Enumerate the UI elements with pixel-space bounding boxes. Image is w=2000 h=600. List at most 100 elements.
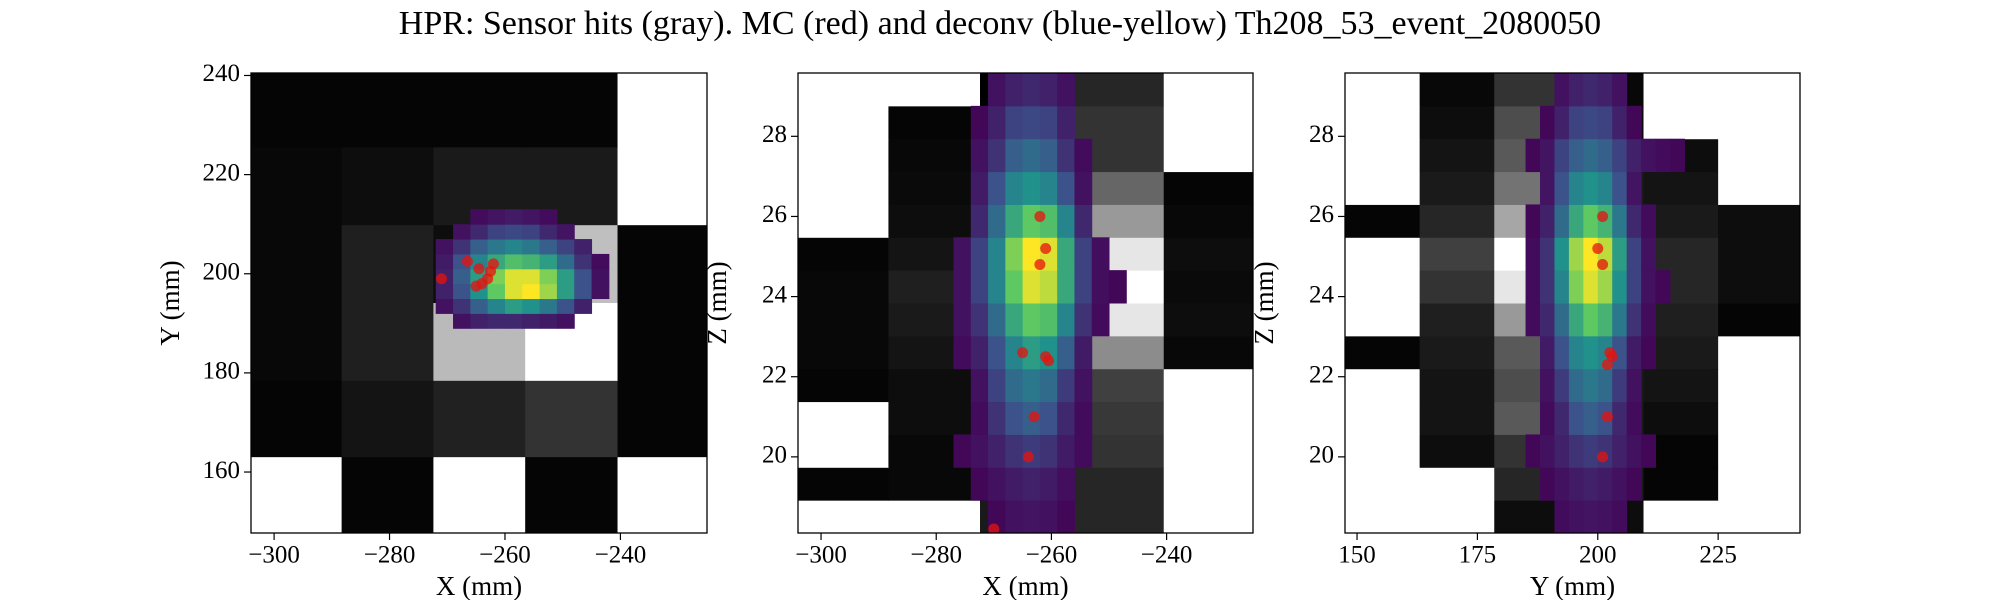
deconv-cell bbox=[1612, 237, 1628, 271]
deconv-cell bbox=[1057, 368, 1075, 403]
deconv-cell bbox=[556, 283, 575, 300]
x-axis-label: X (mm) bbox=[436, 571, 522, 600]
sensor-cell bbox=[1419, 138, 1495, 173]
deconv-cell bbox=[1057, 434, 1075, 468]
deconv-cell bbox=[435, 298, 454, 314]
deconv-cell bbox=[1554, 434, 1570, 468]
deconv-cell bbox=[1626, 401, 1642, 435]
deconv-cell bbox=[1554, 335, 1570, 370]
deconv-cell bbox=[1525, 270, 1541, 304]
deconv-cell bbox=[1540, 335, 1555, 370]
deconv-cell bbox=[539, 283, 558, 300]
x-tick-label: −240 bbox=[1141, 542, 1193, 569]
deconv-cell bbox=[1568, 171, 1584, 205]
sensor-cell bbox=[1163, 303, 1253, 337]
axes-frame bbox=[797, 72, 1254, 534]
deconv-cell bbox=[1641, 204, 1657, 238]
deconv-cell bbox=[1005, 335, 1024, 370]
deconv-cell bbox=[970, 171, 989, 205]
deconv-cell bbox=[1597, 171, 1613, 205]
deconv-cell bbox=[1057, 138, 1075, 173]
deconv-cell bbox=[556, 268, 575, 285]
deconv-cell bbox=[1612, 138, 1628, 173]
deconv-cell bbox=[1612, 204, 1628, 238]
sensor-cell bbox=[1419, 467, 1495, 501]
sensor-cell bbox=[617, 73, 707, 148]
deconv-cell bbox=[1039, 105, 1058, 140]
deconv-cell bbox=[988, 434, 1006, 468]
sensor-cell bbox=[1345, 401, 1421, 435]
deconv-cell bbox=[970, 467, 989, 501]
deconv-cell bbox=[1626, 270, 1642, 304]
sensor-cell bbox=[1419, 434, 1495, 468]
sensor-cell bbox=[1718, 138, 1800, 173]
deconv-cell bbox=[1074, 368, 1093, 403]
deconv-cell bbox=[1039, 401, 1058, 435]
sensor-cell bbox=[1345, 467, 1421, 501]
sensor-cell bbox=[1718, 335, 1800, 370]
sensor-cell bbox=[888, 368, 981, 403]
deconv-cell bbox=[1005, 434, 1024, 468]
deconv-cell bbox=[1525, 237, 1541, 271]
deconv-cell bbox=[1057, 270, 1075, 304]
mc-point bbox=[1017, 347, 1029, 359]
deconv-cell bbox=[1583, 335, 1599, 370]
deconv-cell bbox=[1005, 204, 1024, 238]
plot-area bbox=[1345, 73, 1800, 533]
deconv-cell bbox=[1022, 73, 1041, 107]
sensor-cell bbox=[888, 171, 981, 205]
sensor-cell bbox=[341, 302, 434, 381]
deconv-cell bbox=[1597, 73, 1613, 107]
y-tick-label: 180 bbox=[203, 358, 241, 385]
sensor-cell bbox=[1419, 500, 1495, 533]
deconv-cell bbox=[1583, 138, 1599, 173]
deconv-cell bbox=[1074, 270, 1093, 304]
deconv-cell bbox=[522, 239, 541, 255]
deconv-cell bbox=[1612, 434, 1628, 468]
sensor-cell bbox=[1718, 73, 1800, 107]
sensor-cell bbox=[1345, 204, 1421, 238]
mc-point bbox=[1597, 210, 1609, 222]
sensor-cell bbox=[798, 401, 889, 435]
deconv-cell bbox=[574, 298, 593, 314]
sensor-cell bbox=[1718, 237, 1800, 271]
deconv-cell bbox=[1039, 500, 1058, 533]
mc-point bbox=[1597, 451, 1609, 463]
deconv-cell bbox=[453, 283, 471, 300]
sensor-cell bbox=[1419, 105, 1495, 140]
sensor-cell bbox=[251, 146, 343, 226]
deconv-cell bbox=[1074, 401, 1093, 435]
deconv-cell bbox=[1074, 237, 1093, 271]
mc-point bbox=[1034, 259, 1046, 271]
sensor-cell bbox=[1071, 500, 1165, 533]
y-tick-label: 20 bbox=[1309, 442, 1334, 469]
deconv-cell bbox=[1568, 270, 1584, 304]
deconv-cell bbox=[988, 73, 1006, 107]
deconv-cell bbox=[1005, 500, 1024, 533]
deconv-cell bbox=[539, 253, 558, 270]
sensor-cell bbox=[798, 303, 889, 337]
sensor-cell bbox=[798, 335, 889, 370]
deconv-cell bbox=[1597, 138, 1613, 173]
deconv-cell bbox=[1005, 303, 1024, 337]
y-tick-label: 160 bbox=[203, 457, 241, 484]
deconv-cell bbox=[522, 253, 541, 270]
deconv-cell bbox=[1583, 467, 1599, 501]
sensor-cell bbox=[1071, 105, 1165, 140]
sensor-cell bbox=[1643, 467, 1719, 501]
sensor-cell bbox=[888, 401, 981, 435]
deconv-cell bbox=[970, 138, 989, 173]
deconv-cell bbox=[504, 268, 523, 285]
deconv-cell bbox=[1005, 105, 1024, 140]
sensor-cell bbox=[1718, 401, 1800, 435]
deconv-cell bbox=[1057, 171, 1075, 205]
deconv-cell bbox=[953, 434, 972, 468]
mc-point bbox=[1043, 355, 1055, 367]
sensor-cell bbox=[341, 73, 434, 148]
sensor-cell bbox=[798, 467, 889, 501]
deconv-cell bbox=[1568, 401, 1584, 435]
deconv-cell bbox=[1568, 303, 1584, 337]
sensor-cell bbox=[1163, 138, 1253, 173]
deconv-cell bbox=[1057, 105, 1075, 140]
